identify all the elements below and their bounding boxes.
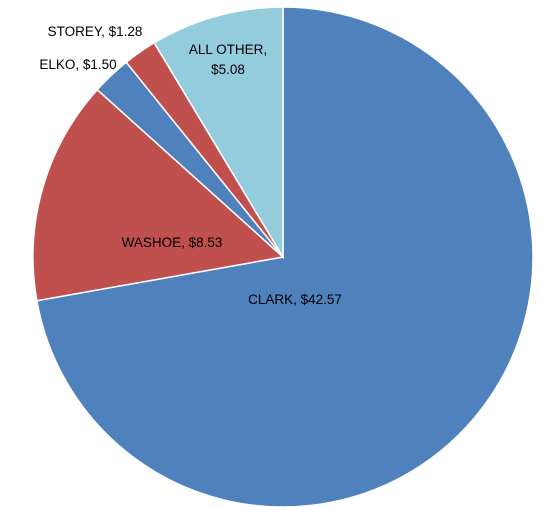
data-label-line: WASHOE, $8.53: [122, 235, 223, 250]
data-label: ALL OTHER, $5.08: [189, 42, 267, 77]
data-label-line: ELKO, $1.50: [39, 57, 116, 72]
data-label-line: ALL OTHER,: [189, 42, 267, 57]
data-label-line: $5.08: [211, 62, 245, 77]
data-label-line: STOREY, $1.28: [48, 24, 143, 39]
pie-slice: [35, 6, 534, 507]
pie-slice: [32, 88, 285, 302]
data-label: WASHOE, $8.53: [122, 235, 223, 250]
data-label: CLARK, $42.57: [248, 292, 342, 307]
pie-slice: [153, 6, 284, 260]
data-label-line: CLARK, $42.57: [248, 292, 342, 307]
data-label: ELKO, $1.50: [39, 57, 116, 72]
data-label: STOREY, $1.28: [48, 24, 143, 39]
